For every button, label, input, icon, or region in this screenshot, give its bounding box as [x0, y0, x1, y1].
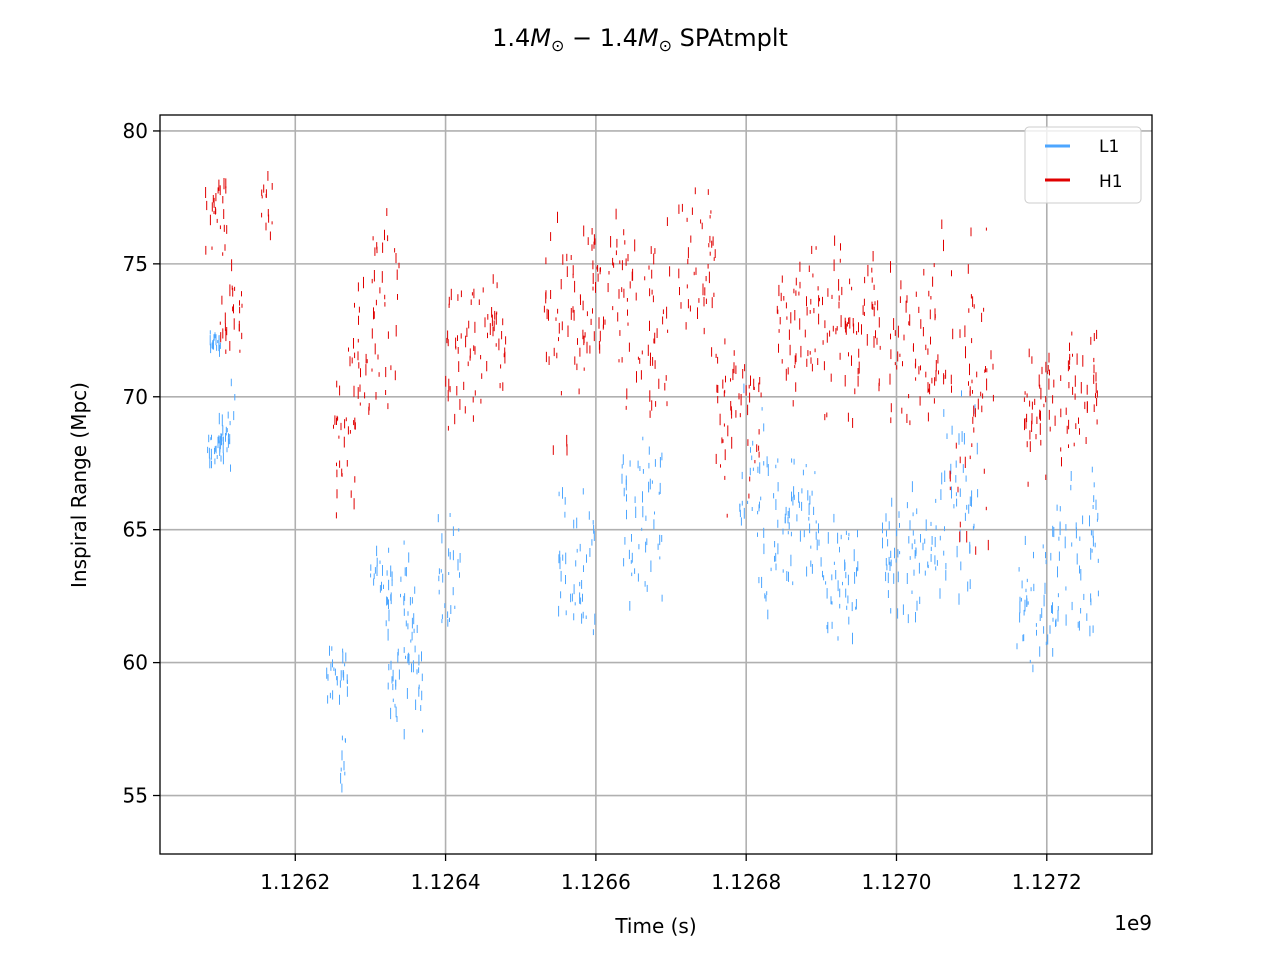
x-axis-label: Time (s) — [614, 914, 696, 938]
x-tick-label: 1.1270 — [861, 870, 931, 894]
x-tick-label: 1.1272 — [1012, 870, 1082, 894]
y-tick-label: 75 — [123, 252, 148, 276]
legend-label-l1: L1 — [1099, 137, 1119, 157]
axis-ticks: 1.1262 1.1264 1.1266 1.1268 1.1270 1.1272 55 60… — [123, 119, 1082, 894]
plot-frame — [159, 114, 1153, 855]
y-tick-label: 80 — [123, 119, 148, 143]
y-axis-label: Inspiral Range (Mpc) — [67, 382, 91, 588]
x-offset-label: 1e9 — [1114, 911, 1152, 935]
data-points — [205, 171, 1099, 793]
y-tick-label: 70 — [123, 385, 148, 409]
x-tick-label: 1.1266 — [561, 870, 631, 894]
y-tick-label: 65 — [123, 518, 148, 542]
y-tick-label: 60 — [123, 651, 148, 675]
x-tick-label: 1.1268 — [711, 870, 781, 894]
series-h1 — [205, 171, 1098, 555]
chart-title: 1.4M⊙ − 1.4M⊙ SPAtmplt — [492, 24, 788, 55]
legend-label-h1: H1 — [1099, 172, 1123, 192]
series-l1 — [207, 330, 1099, 793]
legend-box — [1024, 126, 1142, 204]
legend: L1 H1 — [1024, 126, 1142, 204]
y-tick-label: 55 — [123, 784, 148, 808]
grid-lines — [160, 115, 1152, 854]
x-tick-label: 1.1264 — [411, 870, 481, 894]
x-tick-label: 1.1262 — [260, 870, 330, 894]
